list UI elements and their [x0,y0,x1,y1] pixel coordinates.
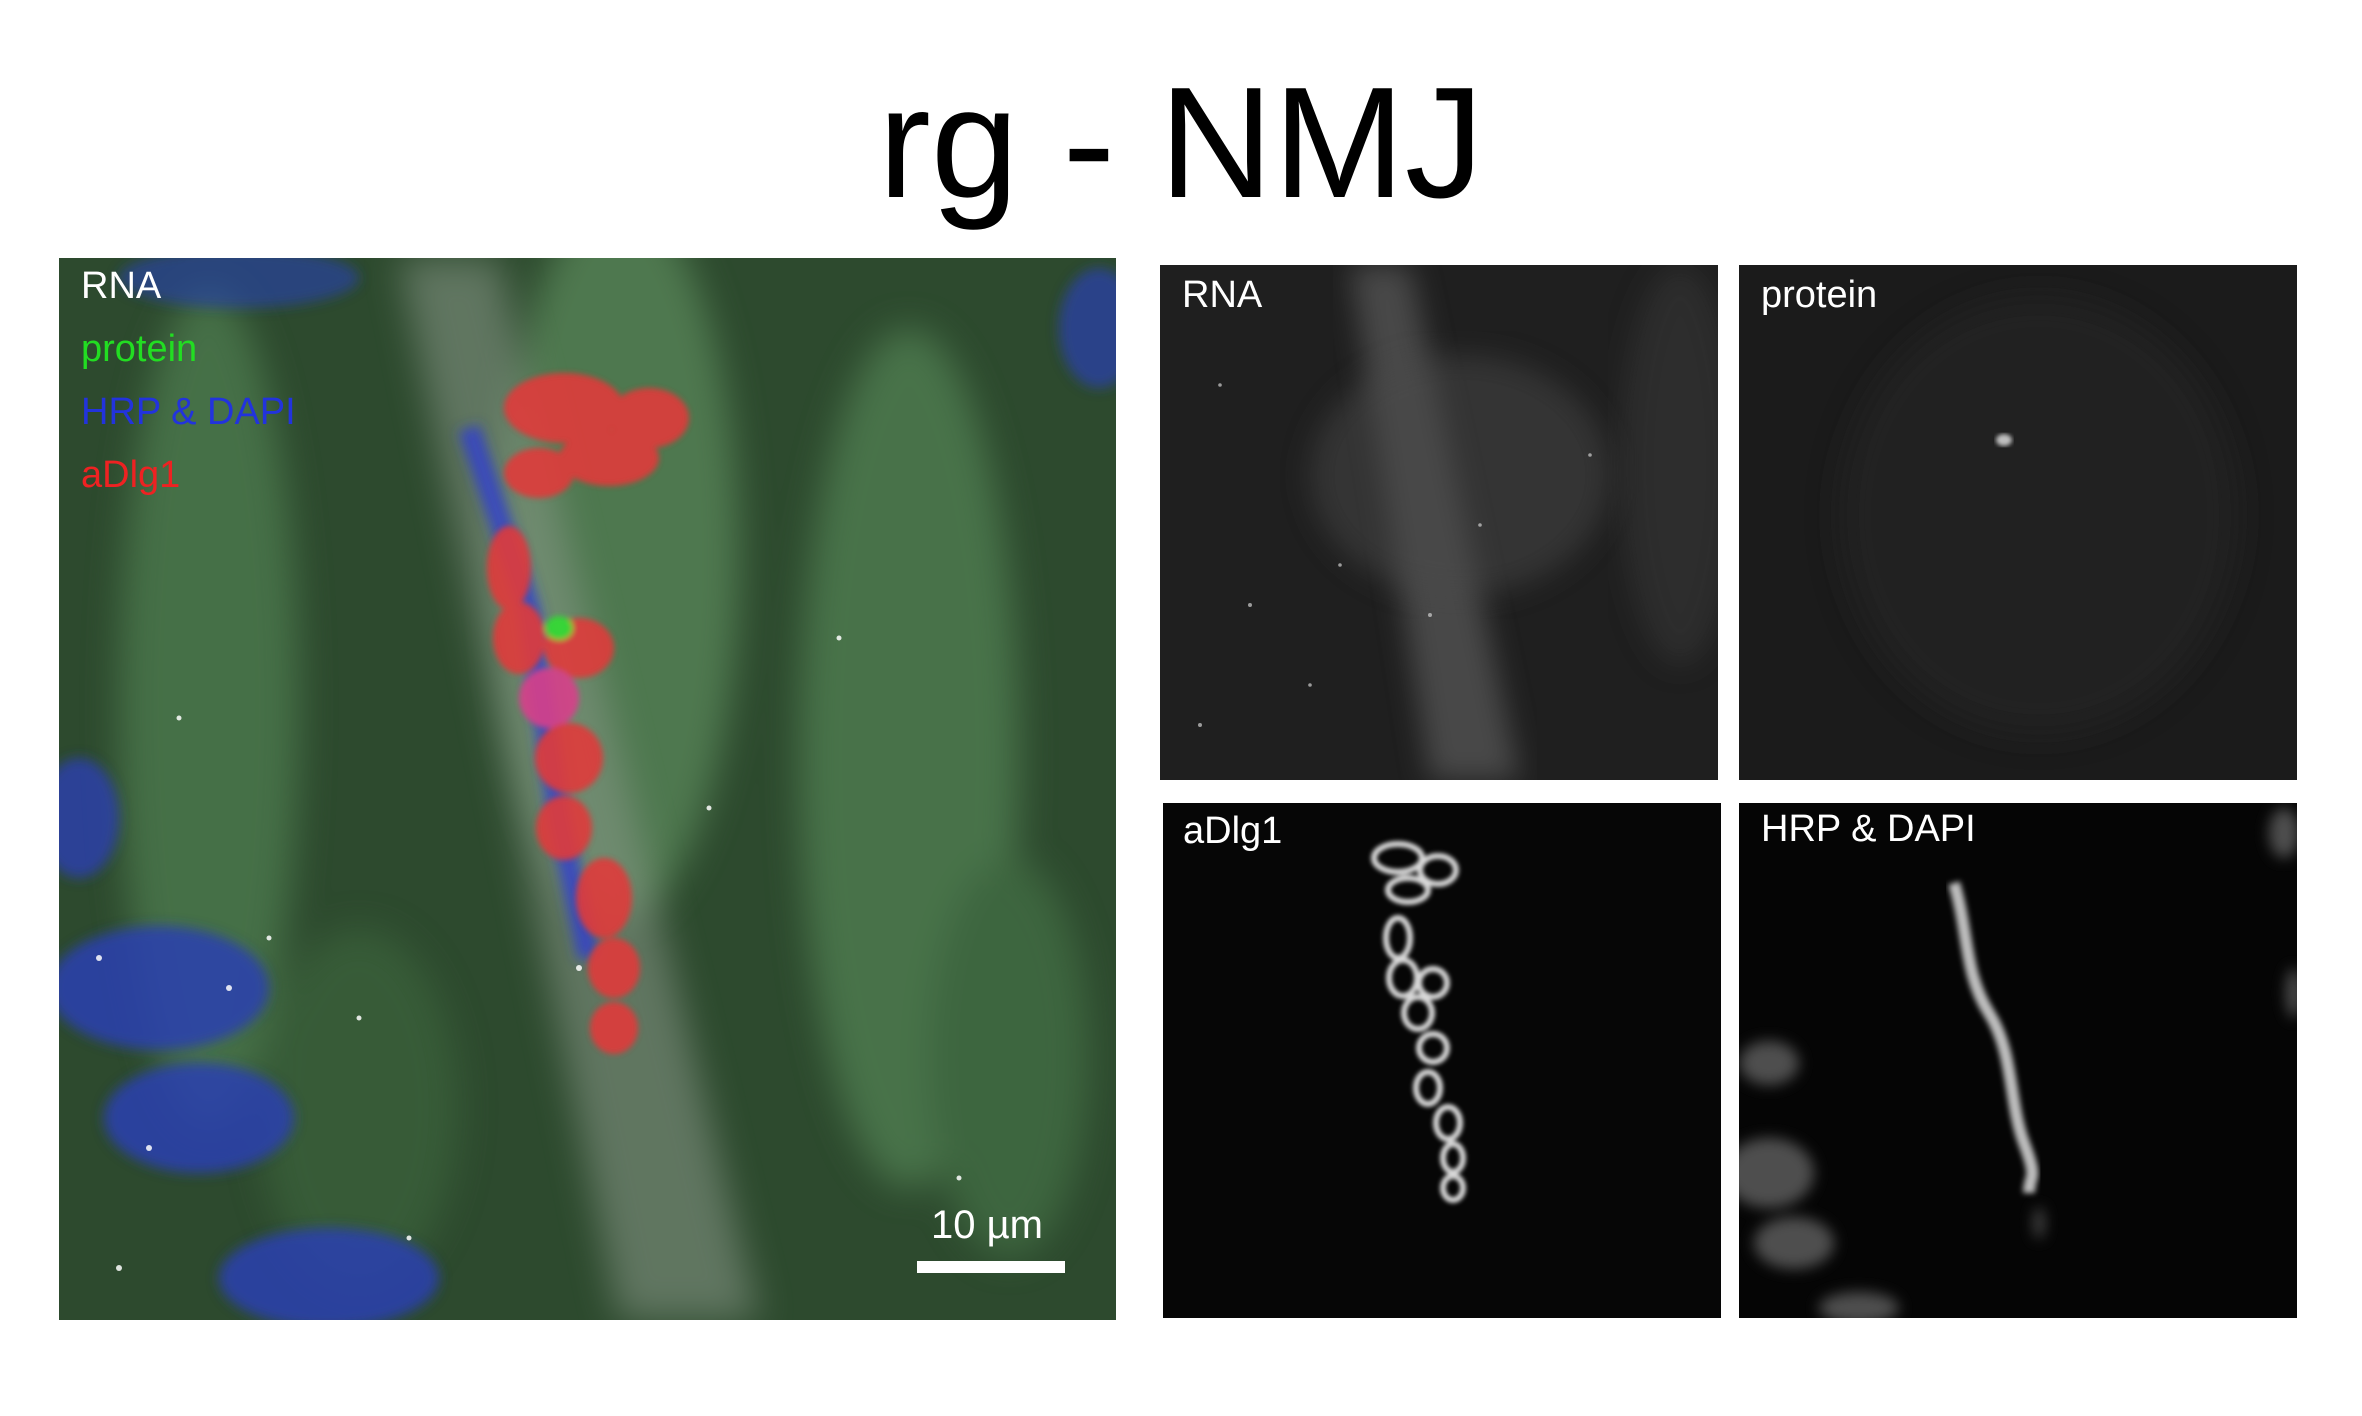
rna-label: RNA [1182,274,1263,316]
legend-hrp-dapi: HRP & DAPI [81,391,296,433]
merged-image-panel: RNA protein HRP & DAPI aDlg1 10 µm [59,258,1116,1320]
rna-micrograph [1160,265,1718,780]
legend-adlg1: aDlg1 [81,454,181,496]
adlg1-micrograph [1163,803,1721,1318]
adlg1-channel-panel: aDlg1 [1163,803,1721,1318]
scale-bar-label: 10 µm [931,1203,1043,1247]
hrp-dapi-label: HRP & DAPI [1761,808,1976,850]
merged-micrograph [59,258,1116,1320]
hrp-dapi-channel-panel: HRP & DAPI [1739,803,2297,1318]
protein-micrograph [1739,265,2297,780]
legend-protein: protein [81,328,198,370]
figure-title: rg - NMJ [878,55,1484,231]
legend-rna: RNA [81,265,162,307]
scale-bar [917,1261,1065,1273]
hrp-dapi-micrograph [1739,803,2297,1318]
rna-channel-panel: RNA [1160,265,1718,780]
adlg1-label: aDlg1 [1183,810,1283,852]
protein-label: protein [1761,274,1878,316]
protein-channel-panel: protein [1739,265,2297,780]
